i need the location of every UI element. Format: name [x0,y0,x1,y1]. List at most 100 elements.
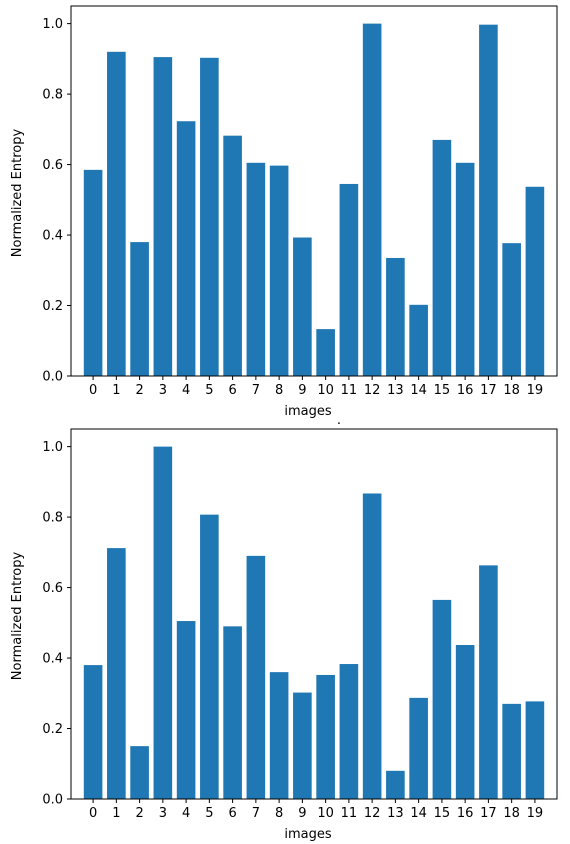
bar-13 [386,770,405,799]
x-tick-label-5: 5 [205,383,213,398]
x-tick-label-12: 12 [364,383,381,398]
bar-1 [107,548,126,799]
bar-19 [525,186,545,376]
bar-2 [130,242,149,376]
x-tick-label-19: 19 [527,383,544,398]
bar-3 [153,446,173,799]
x-tick-label-1: 1 [112,383,120,398]
x-tick-label-15: 15 [434,806,451,821]
x-tick-label-6: 6 [228,806,236,821]
x-axis-label: images [284,404,331,419]
bar-7 [246,162,266,376]
y-tick-label-0.6: 0.6 [42,158,63,173]
x-tick-label-12: 12 [364,806,381,821]
bar-17 [479,565,498,799]
x-tick-label-15: 15 [434,383,451,398]
y-axis-label: Normalized Entropy [10,552,25,681]
bar-0 [83,665,103,799]
bar-9 [293,237,312,376]
plot-frame [70,5,558,377]
bar-18 [502,243,521,376]
x-tick-label-16: 16 [457,806,474,821]
bar-14 [409,304,428,376]
y-tick-label-0.0: 0.0 [42,793,63,808]
x-tick-label-7: 7 [252,383,260,398]
bar-1 [107,51,126,377]
x-tick-label-7: 7 [252,806,260,821]
x-tick-label-9: 9 [298,383,306,398]
y-tick-label-0.2: 0.2 [42,722,63,737]
x-tick-label-17: 17 [480,383,497,398]
x-tick-label-10: 10 [317,383,334,398]
bar-10 [316,329,335,376]
x-tick-label-4: 4 [182,806,190,821]
bar-4 [176,621,196,799]
x-tick-label-13: 13 [387,383,404,398]
x-tick-label-9: 9 [298,806,306,821]
y-tick-label-0.4: 0.4 [42,229,63,244]
y-tick-label-1.0: 1.0 [42,440,63,455]
y-tick-label-0.2: 0.2 [42,299,63,314]
separator-dot: . [337,413,341,428]
x-tick-label-18: 18 [503,806,520,821]
x-tick-label-5: 5 [205,806,213,821]
bar-16 [455,645,475,799]
x-tick-label-0: 0 [89,383,97,398]
bar-13 [386,257,405,376]
plot-frame [70,428,558,800]
bar-4 [176,121,196,376]
bar-9 [293,692,312,799]
x-tick-label-10: 10 [317,806,334,821]
bar-8 [269,165,289,376]
bar-0 [83,169,103,376]
x-tick-label-14: 14 [410,806,427,821]
x-tick-label-17: 17 [480,806,497,821]
bar-3 [153,57,173,376]
y-tick-label-1.0: 1.0 [42,17,63,32]
bar-11 [339,183,359,376]
y-tick-label-0.8: 0.8 [42,88,63,103]
bar-15 [432,139,452,376]
bar-5 [200,514,219,799]
x-tick-label-3: 3 [159,806,167,821]
x-tick-label-11: 11 [341,383,358,398]
x-tick-label-19: 19 [527,806,544,821]
bar-11 [339,664,359,799]
x-tick-label-14: 14 [410,383,427,398]
bar-5 [200,57,219,377]
x-tick-label-1: 1 [112,806,120,821]
y-tick-label-0.8: 0.8 [42,511,63,526]
x-tick-label-13: 13 [387,806,404,821]
bar-18 [502,703,521,799]
bar-8 [269,672,289,799]
bar-12 [362,493,382,799]
x-tick-label-11: 11 [341,806,358,821]
x-tick-label-8: 8 [275,806,283,821]
bar-14 [409,697,428,799]
bar-7 [246,555,266,799]
x-tick-label-8: 8 [275,383,283,398]
bar-16 [455,162,475,376]
bar-12 [362,23,382,376]
x-axis-label: images [284,827,331,842]
bar-15 [432,599,452,799]
bar-19 [525,701,545,799]
bar-6 [223,626,242,799]
chart-bottom: 0 1 2 3 4 5 6 7 8 9 10 11 12 13 14 15 16 17 18 190.00.20.40… [10,428,558,842]
x-tick-label-0: 0 [89,806,97,821]
bar-2 [130,746,149,799]
y-axis-label: Normalized Entropy [10,129,25,258]
y-tick-label-0.0: 0.0 [42,370,63,385]
bar-10 [316,674,335,799]
x-tick-label-4: 4 [182,383,190,398]
chart-top: 0 1 2 3 4 5 6 7 8 9 10 11 12 13 14 15 16 17 18 190.00.20.40… [10,5,558,419]
y-tick-label-0.4: 0.4 [42,652,63,667]
bar-17 [479,24,498,377]
x-tick-label-3: 3 [159,383,167,398]
x-tick-label-2: 2 [135,806,143,821]
x-tick-label-16: 16 [457,383,474,398]
x-tick-label-18: 18 [503,383,520,398]
x-tick-label-6: 6 [228,383,236,398]
bar-6 [223,135,242,376]
